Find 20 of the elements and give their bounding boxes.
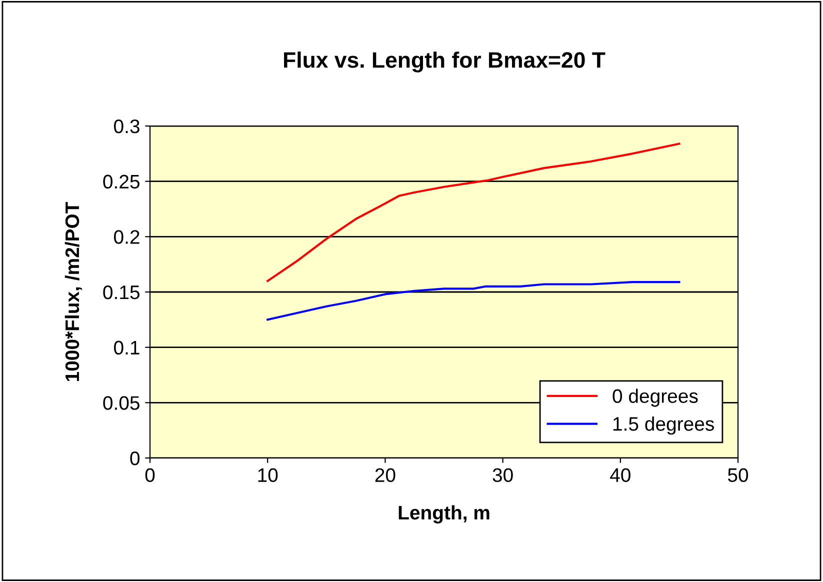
y-tick-label: 0.15 bbox=[103, 285, 140, 300]
y-tick-label: 0.1 bbox=[114, 340, 140, 355]
x-tick-label: 50 bbox=[728, 468, 748, 482]
legend-label: 1.5 degrees bbox=[613, 416, 714, 435]
y-tick-label: 0.25 bbox=[103, 174, 140, 189]
y-tick-label: 0.05 bbox=[103, 396, 140, 410]
x-tick-label: 20 bbox=[375, 468, 396, 482]
y-tick-label: 0.3 bbox=[114, 119, 140, 134]
line-series bbox=[266, 280, 680, 321]
y-axis-title: 1000*Flux, /m2/POT bbox=[64, 202, 82, 382]
line-series bbox=[266, 142, 680, 282]
legend-label: 0 degrees bbox=[612, 388, 698, 407]
chart-title: Flux vs. Length for Bmax=20 T bbox=[284, 52, 606, 72]
x-tick-label: 0 bbox=[145, 468, 155, 482]
y-tick-label: 0 bbox=[130, 451, 140, 466]
x-tick-label: 30 bbox=[492, 468, 513, 482]
x-axis-title: Length, m bbox=[398, 505, 490, 524]
y-tick-label: 0.2 bbox=[114, 230, 140, 244]
x-tick-label: 10 bbox=[258, 468, 278, 482]
x-tick-label: 40 bbox=[610, 468, 630, 482]
